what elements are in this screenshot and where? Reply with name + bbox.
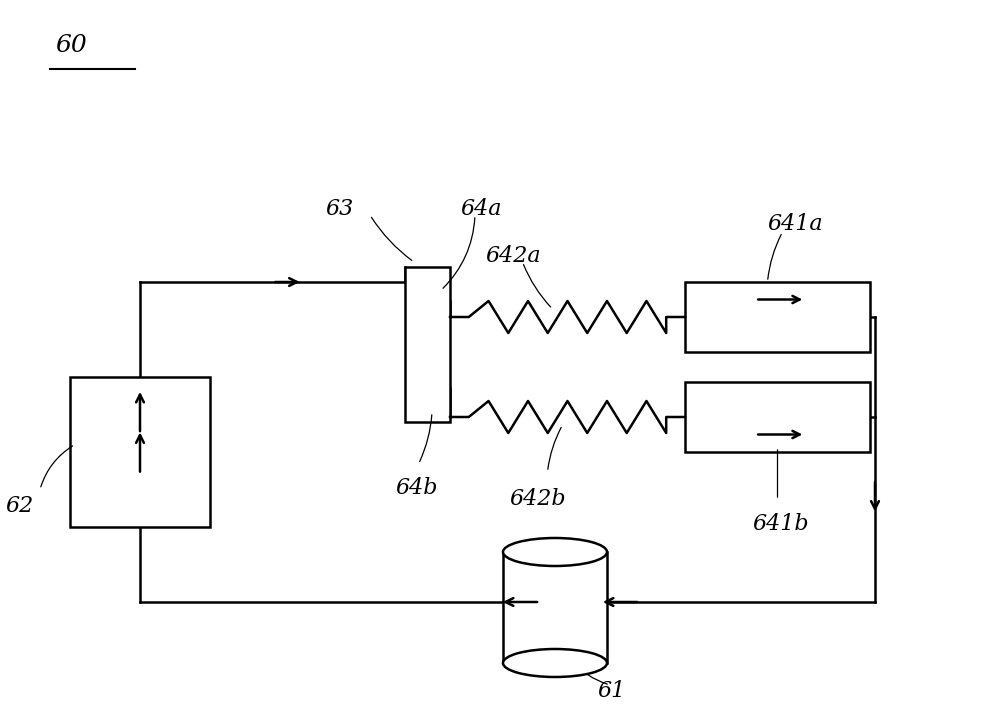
Bar [70, 377, 210, 527]
Bar [405, 267, 450, 422]
Text: 61: 61 [597, 680, 625, 702]
Bar [503, 552, 607, 663]
Text: 642b: 642b [510, 488, 566, 510]
Text: 64a: 64a [460, 198, 502, 220]
Text: 60: 60 [55, 34, 87, 57]
Text: 63: 63 [325, 198, 353, 220]
Text: 641b: 641b [753, 513, 809, 535]
Text: 64b: 64b [395, 477, 438, 499]
Bar [685, 282, 870, 352]
Bar [685, 382, 870, 452]
Ellipse shape [503, 538, 607, 566]
Text: 642a: 642a [486, 245, 541, 267]
Text: 641a: 641a [768, 213, 823, 235]
Ellipse shape [503, 649, 607, 677]
Text: 62: 62 [5, 495, 33, 517]
